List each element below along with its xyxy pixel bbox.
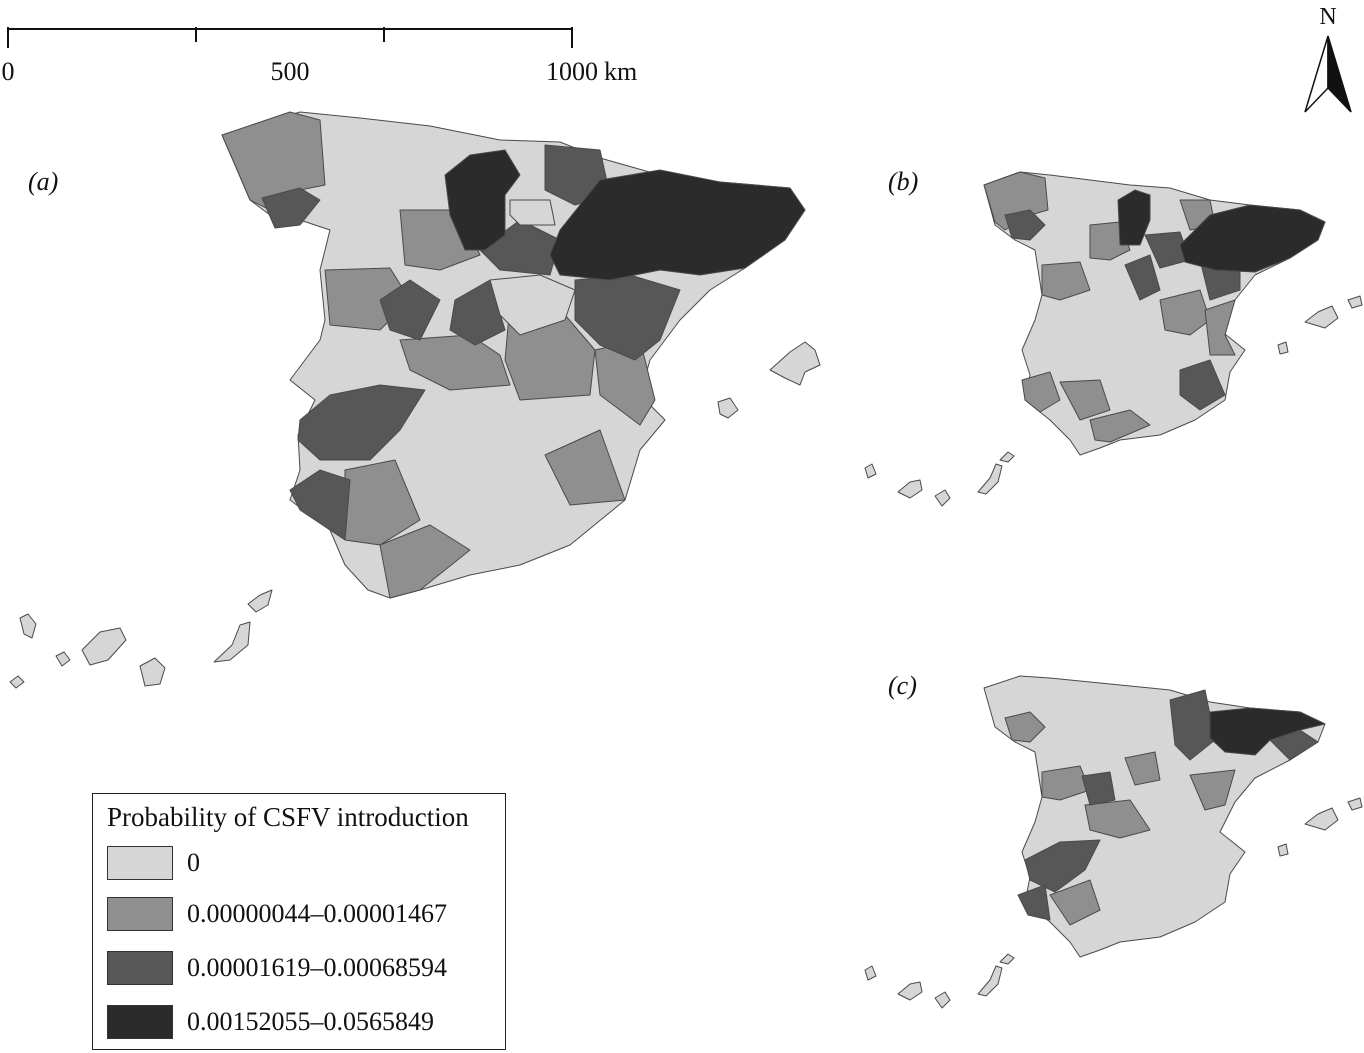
legend-swatch bbox=[107, 951, 173, 985]
region bbox=[297, 384, 426, 461]
region bbox=[977, 965, 1003, 997]
legend-label: 0.00001619–0.00068594 bbox=[187, 953, 447, 982]
regions-c bbox=[983, 675, 1326, 958]
region bbox=[1049, 879, 1101, 926]
islands-a bbox=[9, 341, 821, 689]
panel-label-c: (c) bbox=[888, 671, 917, 700]
region bbox=[1004, 711, 1046, 743]
region bbox=[1059, 379, 1111, 421]
legend-label: 0.00152055–0.0565849 bbox=[187, 1007, 434, 1036]
region bbox=[983, 171, 1049, 231]
region bbox=[1159, 289, 1211, 336]
islands-b bbox=[864, 295, 1363, 507]
region bbox=[934, 991, 951, 1009]
region bbox=[1179, 204, 1326, 273]
region bbox=[1041, 765, 1091, 801]
region bbox=[1179, 359, 1226, 411]
region bbox=[1347, 295, 1363, 309]
scale-tick-1000: 1000 bbox=[546, 57, 598, 86]
region bbox=[1084, 799, 1151, 839]
region bbox=[139, 657, 166, 687]
legend-item: 0.00152055–0.0565849 bbox=[107, 1005, 434, 1039]
region bbox=[574, 274, 681, 361]
region bbox=[1117, 189, 1151, 246]
legend-swatch bbox=[107, 1005, 173, 1039]
legend-item: 0 bbox=[107, 846, 200, 880]
region bbox=[977, 463, 1003, 495]
scale-tick-500: 500 bbox=[271, 57, 310, 86]
region bbox=[1304, 807, 1339, 831]
region bbox=[1204, 299, 1236, 356]
region bbox=[864, 463, 877, 479]
region bbox=[247, 589, 273, 613]
panel-label-a: (a) bbox=[28, 167, 58, 196]
regions-a bbox=[221, 111, 806, 599]
region bbox=[1277, 341, 1289, 355]
regions-b bbox=[983, 171, 1326, 456]
map-a bbox=[9, 111, 821, 689]
region bbox=[1041, 261, 1091, 301]
scale-unit: km bbox=[604, 57, 637, 86]
map-c bbox=[864, 675, 1363, 1009]
region bbox=[55, 651, 71, 667]
scale-bar: 0 500 1000 km bbox=[2, 27, 637, 86]
region bbox=[1347, 797, 1363, 811]
legend-item: 0.00000044–0.00001467 bbox=[107, 897, 447, 931]
legend-swatch bbox=[107, 897, 173, 931]
region bbox=[81, 627, 127, 666]
region bbox=[379, 279, 441, 341]
region bbox=[1004, 209, 1046, 241]
region bbox=[289, 469, 351, 541]
region bbox=[1081, 771, 1116, 806]
legend-item: 0.00001619–0.00068594 bbox=[107, 951, 447, 985]
region bbox=[509, 199, 556, 226]
legend-label: 0 bbox=[187, 848, 200, 877]
region bbox=[1209, 707, 1326, 756]
region bbox=[213, 621, 251, 663]
legend-label: 0.00000044–0.00001467 bbox=[187, 899, 447, 928]
region bbox=[489, 274, 576, 336]
north-label: N bbox=[1319, 4, 1336, 30]
region bbox=[1304, 305, 1339, 329]
region bbox=[1277, 843, 1289, 857]
region bbox=[1189, 769, 1236, 811]
region bbox=[999, 451, 1015, 463]
region bbox=[449, 279, 506, 346]
scale-tick-0: 0 bbox=[2, 57, 15, 86]
region bbox=[864, 965, 877, 981]
region bbox=[717, 397, 739, 419]
region bbox=[379, 524, 471, 599]
region bbox=[934, 489, 951, 507]
region bbox=[549, 169, 806, 281]
north-arrow-icon bbox=[1304, 35, 1329, 113]
region bbox=[261, 187, 321, 229]
north-arrow: N bbox=[1304, 4, 1352, 113]
region bbox=[1089, 409, 1151, 443]
islands-c bbox=[864, 797, 1363, 1009]
region bbox=[9, 675, 25, 689]
region bbox=[897, 479, 923, 499]
region bbox=[444, 149, 521, 251]
region bbox=[769, 341, 821, 386]
map-b bbox=[864, 171, 1363, 507]
region bbox=[544, 429, 626, 506]
region bbox=[1017, 884, 1051, 921]
region bbox=[1169, 689, 1216, 761]
region bbox=[19, 613, 37, 639]
legend: Probability of CSFV introduction 0 0.000… bbox=[92, 793, 506, 1050]
region bbox=[897, 981, 923, 1001]
region bbox=[999, 953, 1015, 965]
panel-label-b: (b) bbox=[888, 167, 918, 196]
legend-swatch bbox=[107, 846, 173, 880]
region bbox=[1124, 751, 1161, 786]
region bbox=[1124, 254, 1161, 301]
legend-title: Probability of CSFV introduction bbox=[107, 802, 469, 832]
region bbox=[1021, 371, 1061, 413]
region bbox=[1024, 839, 1101, 893]
